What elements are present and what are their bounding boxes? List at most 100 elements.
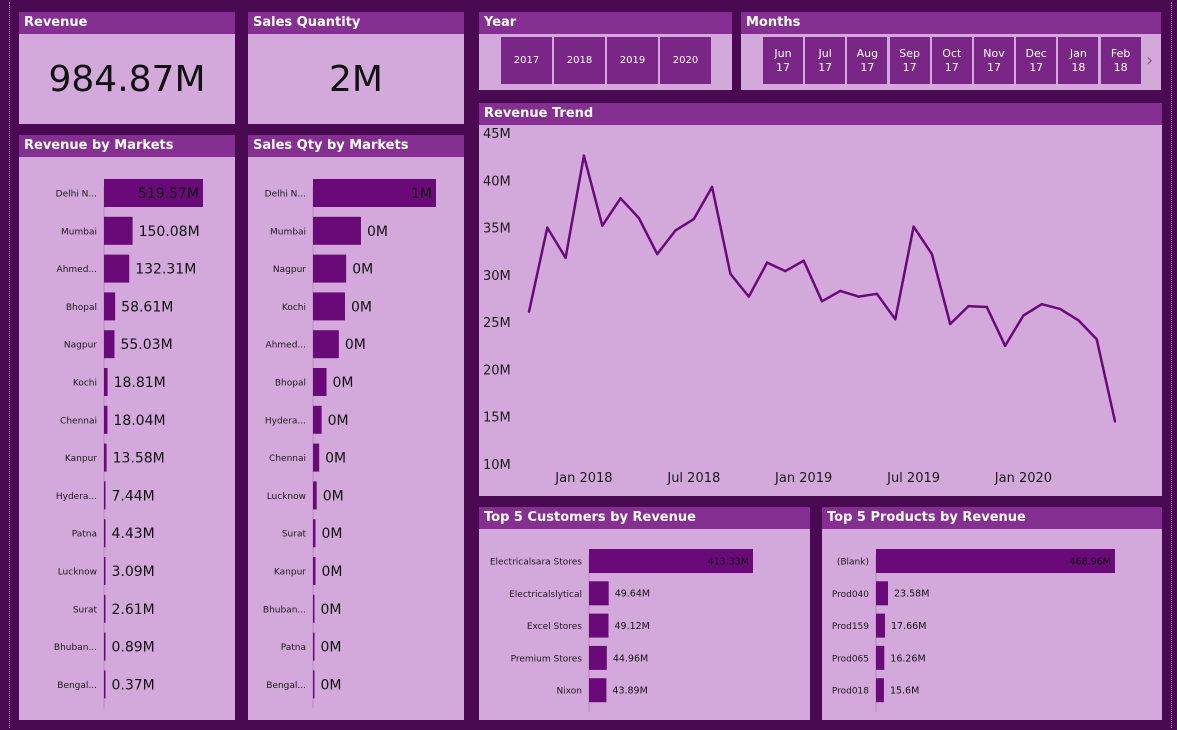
month-option-nov-17[interactable]: Nov 17 xyxy=(974,37,1014,84)
bar[interactable] xyxy=(104,405,108,434)
revenue-trend-point[interactable] xyxy=(985,305,989,309)
bar[interactable] xyxy=(876,645,885,670)
revenue-trend-point[interactable] xyxy=(710,185,714,189)
bar[interactable] xyxy=(313,254,347,283)
bar[interactable] xyxy=(313,292,345,321)
revenue-trend-point[interactable] xyxy=(747,295,750,298)
revenue-trend-point[interactable] xyxy=(1040,302,1043,306)
bar-data-label: 49.64M xyxy=(615,589,650,600)
revenue-trend-point[interactable] xyxy=(1113,420,1117,423)
bar[interactable] xyxy=(313,670,315,699)
revenue-trend-point[interactable] xyxy=(601,224,604,227)
revenue-trend-point[interactable] xyxy=(948,322,952,326)
revenue-trend-point[interactable] xyxy=(1095,337,1098,341)
bar[interactable] xyxy=(104,216,133,245)
revenue-trend-point[interactable] xyxy=(912,225,915,228)
bar[interactable] xyxy=(589,613,609,638)
revenue-trend-point[interactable] xyxy=(1022,314,1025,317)
bar[interactable] xyxy=(104,557,106,585)
report-canvas-frame xyxy=(9,2,1172,728)
month-option-label: Aug xyxy=(856,46,879,60)
month-option-oct-17[interactable]: Oct 17 xyxy=(931,37,972,84)
revenue-trend-line[interactable] xyxy=(527,154,1117,422)
bar[interactable] xyxy=(876,549,1115,573)
bar[interactable] xyxy=(104,670,106,699)
bar-category-label: Nagpur xyxy=(273,265,306,275)
revenue-trend-point[interactable] xyxy=(967,304,970,308)
chevron-right-icon[interactable]: › xyxy=(1146,50,1154,71)
bar[interactable] xyxy=(104,594,106,623)
revenue-trend-point[interactable] xyxy=(784,269,787,273)
revenue-trend-point[interactable] xyxy=(637,216,641,220)
year-option-2018[interactable]: 2018 xyxy=(554,37,605,84)
revenue-trend-point[interactable] xyxy=(564,256,567,260)
revenue-trend-point[interactable] xyxy=(692,217,696,221)
revenue-trend-point[interactable] xyxy=(582,154,586,157)
bar[interactable] xyxy=(313,519,316,548)
bar[interactable] xyxy=(104,481,106,510)
bar[interactable] xyxy=(313,443,320,472)
revenue-trend-point[interactable] xyxy=(802,259,805,262)
bar[interactable] xyxy=(313,632,315,661)
revenue-trend-point[interactable] xyxy=(930,252,934,256)
bar[interactable] xyxy=(313,330,339,359)
month-option-year: 18 xyxy=(1071,60,1086,74)
revenue-trend-point[interactable] xyxy=(894,318,897,321)
bar[interactable] xyxy=(104,632,106,661)
revenue-trend-point[interactable] xyxy=(1058,307,1062,311)
month-option-jan-18[interactable]: Jan 18 xyxy=(1058,37,1099,84)
revenue-trend-point[interactable] xyxy=(875,292,879,295)
y-axis-tick-label: 45M xyxy=(483,127,511,142)
month-option-jun-17[interactable]: Jun 17 xyxy=(763,37,803,84)
bar[interactable] xyxy=(589,549,753,573)
year-option-2020[interactable]: 2020 xyxy=(660,37,711,84)
month-option-jul-17[interactable]: Jul 17 xyxy=(805,37,846,84)
bar[interactable] xyxy=(589,581,609,606)
bar[interactable] xyxy=(876,678,884,703)
revenue-trend-point[interactable] xyxy=(729,272,732,276)
month-option-sep-17[interactable]: Sep 17 xyxy=(889,37,930,84)
revenue-trend-point[interactable] xyxy=(674,229,677,232)
sales-qty-kpi-card: Sales Quantity 2M xyxy=(248,12,464,124)
revenue-trend-point[interactable] xyxy=(765,261,769,264)
revenue-trend-point[interactable] xyxy=(546,226,549,229)
revenue-trend-point[interactable] xyxy=(820,300,824,303)
revenue-trend-point[interactable] xyxy=(527,310,531,313)
bar[interactable] xyxy=(313,557,316,585)
bar[interactable] xyxy=(876,613,886,638)
revenue-trend-point[interactable] xyxy=(655,252,659,256)
y-axis-tick-label: 20M xyxy=(483,363,511,378)
bar-data-label: 468.96M xyxy=(1070,556,1111,567)
year-option-2019[interactable]: 2019 xyxy=(607,37,658,84)
year-option-2017[interactable]: 2017 xyxy=(501,37,552,84)
bar[interactable] xyxy=(104,254,130,283)
x-axis-tick-label: Jan 2020 xyxy=(994,471,1052,486)
bar[interactable] xyxy=(313,216,361,245)
bar[interactable] xyxy=(104,519,106,548)
bar[interactable] xyxy=(313,405,322,434)
bar[interactable] xyxy=(104,292,116,321)
bar-category-label: Patna xyxy=(281,643,306,653)
sales-qty-kpi-title: Sales Quantity xyxy=(248,12,464,34)
revenue-trend-point[interactable] xyxy=(839,289,842,293)
revenue-trend-point[interactable] xyxy=(857,295,860,298)
bar[interactable] xyxy=(104,368,108,396)
bar[interactable] xyxy=(313,481,317,510)
revenue-trend-point[interactable] xyxy=(1003,344,1007,347)
bar[interactable] xyxy=(313,368,327,396)
bar[interactable] xyxy=(104,443,107,472)
revenue-trend-point[interactable] xyxy=(1077,319,1080,322)
bar[interactable] xyxy=(589,645,607,670)
revenue-trend-card: Revenue Trend 45M 40M 35M 30M 25M 20M 15M 10M Ja… xyxy=(479,103,1162,496)
month-option-aug-17[interactable]: Aug 17 xyxy=(847,37,888,84)
bar-data-label: 44.96M xyxy=(613,653,648,664)
bar[interactable] xyxy=(589,678,607,703)
bar[interactable] xyxy=(104,330,115,359)
bar[interactable] xyxy=(876,581,889,606)
month-option-feb-18[interactable]: Feb 18 xyxy=(1100,37,1141,84)
bar[interactable] xyxy=(313,594,315,623)
bar[interactable] xyxy=(104,179,203,207)
revenue-trend-point[interactable] xyxy=(619,197,622,200)
month-option-dec-17[interactable]: Dec 17 xyxy=(1016,37,1057,84)
bar[interactable] xyxy=(313,179,436,207)
